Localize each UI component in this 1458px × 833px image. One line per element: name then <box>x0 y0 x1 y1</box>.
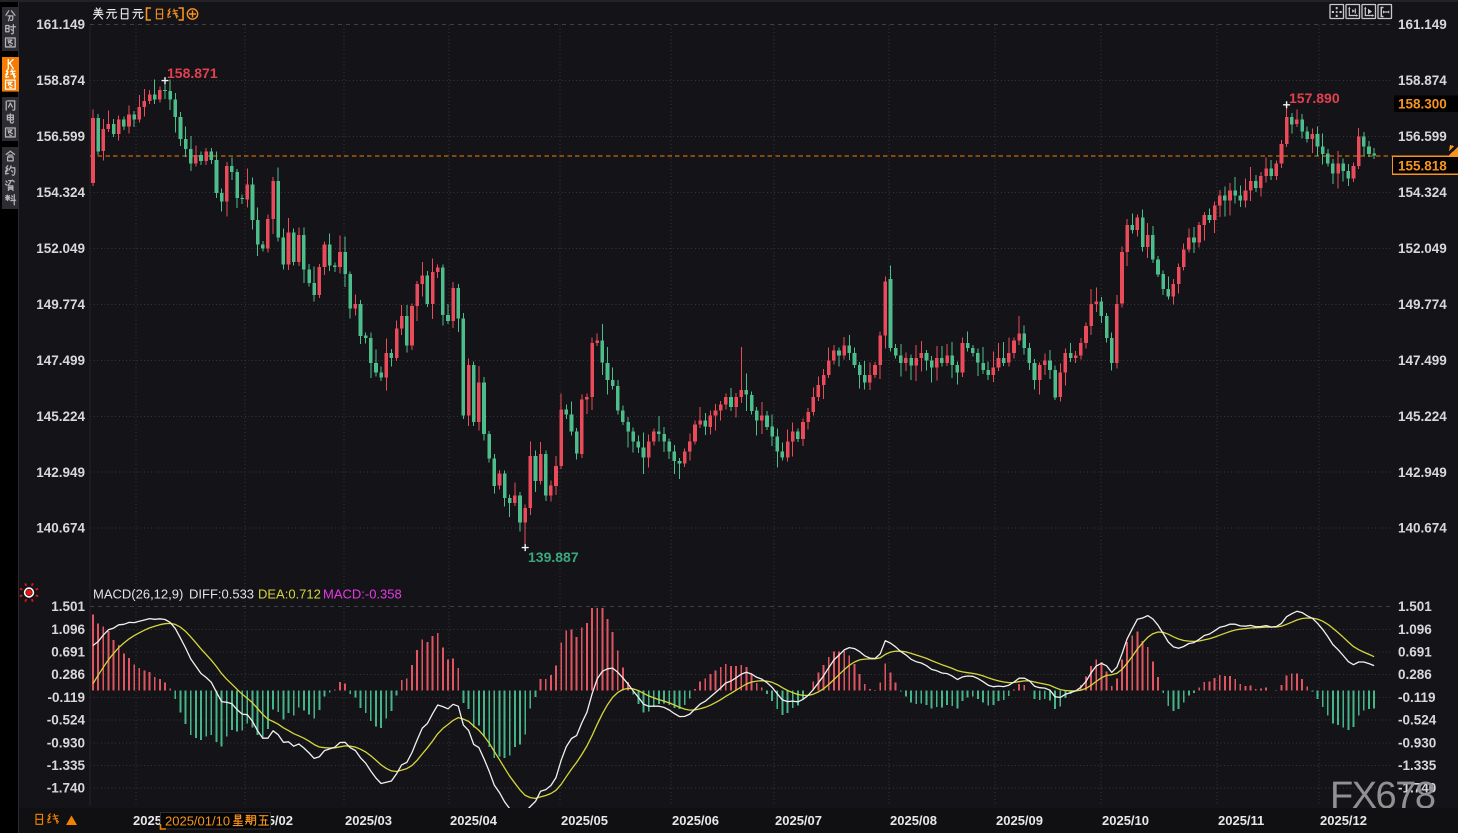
svg-text:1.501: 1.501 <box>1398 599 1432 614</box>
svg-text:142.949: 142.949 <box>1398 465 1447 480</box>
svg-text:-0.524: -0.524 <box>47 713 86 728</box>
svg-text:156.599: 156.599 <box>1398 129 1447 144</box>
svg-text:-1.740: -1.740 <box>1398 781 1436 796</box>
svg-text:152.049: 152.049 <box>36 241 85 256</box>
svg-text:-0.119: -0.119 <box>1398 690 1436 705</box>
svg-text:161.149: 161.149 <box>1398 17 1447 32</box>
svg-text:158.871: 158.871 <box>167 65 218 81</box>
svg-text:2025/04: 2025/04 <box>450 813 498 828</box>
svg-text:140.674: 140.674 <box>36 521 85 536</box>
svg-text:142.949: 142.949 <box>36 465 85 480</box>
svg-text:155.818: 155.818 <box>1398 159 1447 174</box>
svg-text:2025/08: 2025/08 <box>890 813 937 828</box>
svg-text:0.691: 0.691 <box>1398 645 1432 660</box>
svg-text:145.224: 145.224 <box>36 409 85 424</box>
svg-text:1.501: 1.501 <box>51 599 85 614</box>
svg-text:1.096: 1.096 <box>51 622 85 637</box>
svg-text:-1.335: -1.335 <box>1398 758 1437 773</box>
svg-text:MACD:-0.358: MACD:-0.358 <box>323 587 402 602</box>
svg-text:147.499: 147.499 <box>1398 353 1447 368</box>
svg-text:152.049: 152.049 <box>1398 241 1447 256</box>
svg-text:2025/06: 2025/06 <box>672 813 719 828</box>
svg-text:1.096: 1.096 <box>1398 622 1432 637</box>
svg-text:2025/03: 2025/03 <box>345 813 392 828</box>
svg-text:-0.119: -0.119 <box>47 690 85 705</box>
svg-text:2025/07: 2025/07 <box>775 813 822 828</box>
svg-text:-1.740: -1.740 <box>47 781 85 796</box>
svg-text:0.691: 0.691 <box>51 645 85 660</box>
svg-text:154.324: 154.324 <box>36 185 85 200</box>
svg-text:0.286: 0.286 <box>1398 667 1432 682</box>
svg-text:DIFF:0.533: DIFF:0.533 <box>189 587 254 602</box>
svg-text:-0.930: -0.930 <box>1398 735 1436 750</box>
svg-text:147.499: 147.499 <box>36 353 85 368</box>
svg-text:2025/10: 2025/10 <box>1102 813 1149 828</box>
svg-text:DEA:0.712: DEA:0.712 <box>258 587 321 602</box>
svg-text:0.286: 0.286 <box>51 667 85 682</box>
svg-text:161.149: 161.149 <box>36 17 85 32</box>
svg-text:2025/12: 2025/12 <box>1320 813 1367 828</box>
svg-text:154.324: 154.324 <box>1398 185 1447 200</box>
svg-text:2025/01/10: 2025/01/10 <box>165 814 230 829</box>
svg-text:158.874: 158.874 <box>1398 73 1447 88</box>
svg-text:2025/09: 2025/09 <box>996 813 1043 828</box>
svg-text:149.774: 149.774 <box>1398 297 1447 312</box>
svg-text:149.774: 149.774 <box>36 297 85 312</box>
svg-text:-1.335: -1.335 <box>47 758 86 773</box>
svg-text:-0.930: -0.930 <box>47 735 85 750</box>
svg-text:157.890: 157.890 <box>1289 90 1340 106</box>
svg-text:158.874: 158.874 <box>36 73 85 88</box>
svg-text:158.300: 158.300 <box>1398 97 1447 112</box>
svg-text:145.224: 145.224 <box>1398 409 1447 424</box>
svg-text:140.674: 140.674 <box>1398 521 1447 536</box>
svg-text:MACD(26,12,9): MACD(26,12,9) <box>93 587 183 602</box>
svg-text:139.887: 139.887 <box>528 549 579 565</box>
svg-text:156.599: 156.599 <box>36 129 85 144</box>
svg-text:-0.524: -0.524 <box>1398 713 1437 728</box>
svg-text:2025/05: 2025/05 <box>561 813 608 828</box>
svg-text:2025/11: 2025/11 <box>1218 813 1264 828</box>
